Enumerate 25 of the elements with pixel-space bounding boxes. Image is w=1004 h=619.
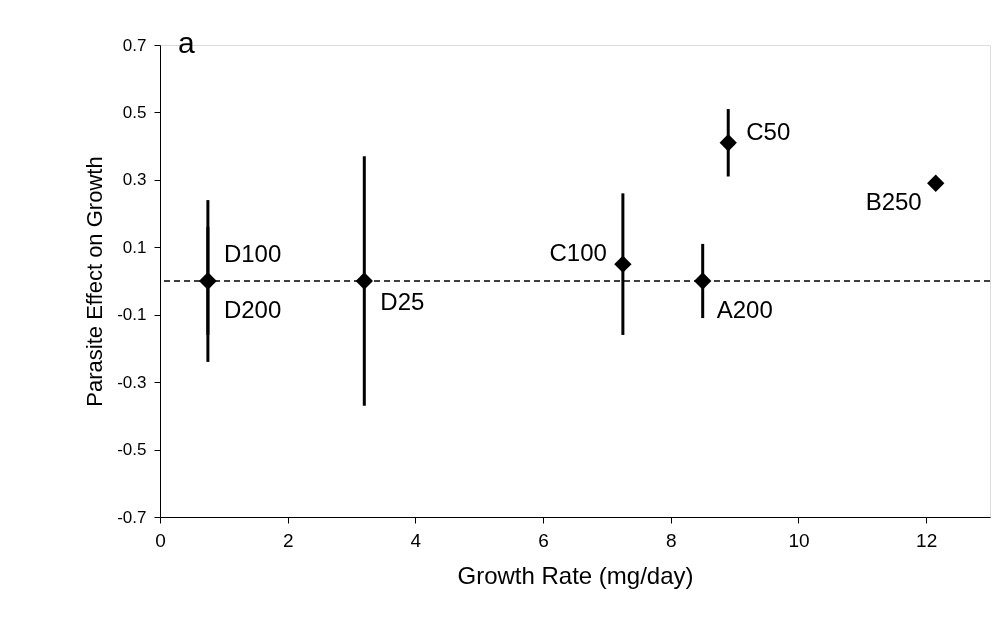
x-tick-label: 12 <box>916 529 938 551</box>
annotation: a <box>178 26 195 59</box>
y-tick-label: -0.1 <box>117 305 147 325</box>
x-tick-label: 0 <box>155 529 166 551</box>
x-tick-label: 4 <box>410 529 422 551</box>
x-axis-title: Growth Rate (mg/day) <box>457 561 694 589</box>
y-tick-label: 0.5 <box>122 102 147 122</box>
annotation: D25 <box>380 288 425 315</box>
annotation: B250 <box>865 188 922 216</box>
y-tick-label: 0.1 <box>122 237 147 257</box>
x-tick-label: 8 <box>665 529 677 551</box>
annotation: A200 <box>716 296 773 323</box>
y-axis-title: Parasite Effect on Growth <box>82 156 108 407</box>
annotation: D100 <box>223 240 282 267</box>
y-tick-label: 0.7 <box>122 35 147 55</box>
x-tick-label: 6 <box>538 529 549 551</box>
y-tick-label: -0.5 <box>117 440 147 460</box>
annotation: D200 <box>223 296 282 323</box>
y-tick-label: 0.3 <box>122 170 147 190</box>
x-tick-label: 2 <box>282 529 294 551</box>
annotation: C50 <box>746 117 791 145</box>
annotation: C100 <box>549 239 607 267</box>
y-tick-label: -0.7 <box>117 507 147 527</box>
y-tick-label: -0.3 <box>117 372 147 392</box>
x-tick-label: 10 <box>788 529 810 551</box>
